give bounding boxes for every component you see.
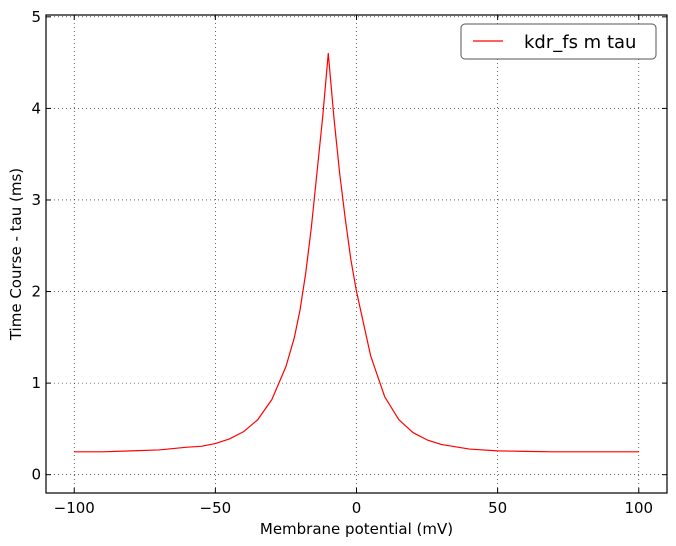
y-tick-label: 2 (31, 283, 41, 301)
legend-label: kdr_fs m tau (524, 32, 636, 53)
y-tick-label: 5 (31, 8, 41, 26)
series-layer (74, 52, 639, 453)
legend: kdr_fs m tau (460, 23, 657, 60)
x-axis-title: Membrane potential (mV) (260, 520, 453, 538)
y-axis-title: Time Course - tau (ms) (7, 168, 25, 341)
x-tick-label: 0 (352, 499, 362, 517)
y-tick-label: 0 (31, 466, 41, 484)
y-tick-label: 4 (31, 99, 41, 117)
y-tick-label: 1 (31, 374, 41, 392)
series-line (74, 52, 639, 453)
ticks: −100 −50 0 50 100 0 1 2 3 4 5 (31, 8, 667, 517)
x-tick-label: −50 (200, 499, 232, 517)
x-tick-label: 50 (488, 499, 507, 517)
y-tick-label: 3 (31, 191, 41, 209)
legend-box (460, 23, 657, 60)
x-tick-label: −100 (54, 499, 95, 517)
x-tick-label: 100 (624, 499, 653, 517)
